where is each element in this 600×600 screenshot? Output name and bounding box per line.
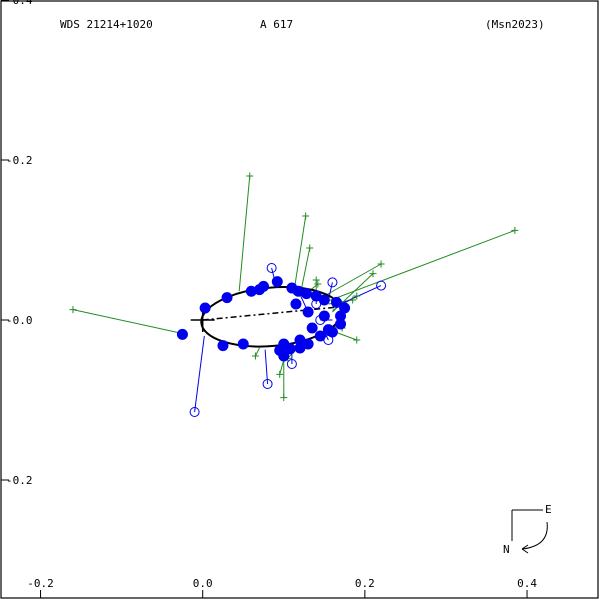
dot-marker-25 — [318, 310, 330, 322]
circle-marker-0 — [189, 407, 200, 417]
wds-id-label: WDS 21214+1020 — [60, 18, 153, 31]
dot-marker-29 — [217, 340, 229, 352]
dot-marker-5 — [258, 280, 270, 292]
circle-residual-2 — [264, 349, 269, 385]
dot-marker-1 — [199, 302, 211, 314]
x-tick-label-3: 0.4 — [517, 577, 537, 590]
dot-marker-30 — [237, 338, 249, 350]
plus-marker-1 — [246, 172, 254, 180]
dot-marker-9 — [300, 288, 312, 300]
compass: E N — [503, 503, 552, 556]
compass-east-label: E — [545, 503, 552, 516]
plus-marker-13 — [353, 336, 361, 344]
compass-frame — [511, 509, 543, 541]
plus-marker-6 — [369, 270, 377, 278]
y-tick-label-1: -0.2 — [6, 154, 33, 167]
plus-residual-2 — [293, 215, 307, 295]
y-tick-label-3: -0.2 — [6, 474, 33, 487]
dot-marker-12 — [330, 296, 342, 308]
x-tick-label-2: 0.2 — [355, 577, 375, 590]
plus-marker-12 — [251, 352, 259, 360]
measurement-markers — [69, 172, 519, 417]
circle-marker-4 — [376, 280, 387, 291]
circle-marker-5 — [327, 277, 338, 288]
circle-residual-5 — [327, 282, 333, 301]
plus-marker-0 — [69, 306, 77, 314]
component-label: A 617 — [260, 18, 293, 31]
plus-residual-12 — [254, 347, 260, 357]
circle-residual-4 — [340, 285, 382, 305]
plus-residual-1 — [238, 175, 251, 292]
plus-marker-3 — [306, 244, 314, 252]
circle-marker-2 — [262, 379, 273, 389]
x-tick-label-0: -0.2 — [27, 577, 54, 590]
circle-marker-1 — [266, 263, 277, 273]
plus-marker-10 — [280, 394, 288, 402]
dot-marker-27 — [302, 306, 314, 318]
plus-marker-15 — [312, 276, 320, 284]
dot-marker-0 — [176, 328, 188, 340]
plus-residual-4 — [320, 229, 516, 305]
y-tick-label-0: -0.4 — [6, 0, 33, 7]
plus-residual-5 — [324, 263, 382, 297]
dot-marker-6 — [271, 276, 283, 288]
plus-marker-11 — [276, 370, 284, 378]
dot-marker-24 — [306, 322, 318, 334]
dot-marker-11 — [318, 294, 330, 306]
plus-marker-5 — [377, 260, 385, 268]
dot-marker-23 — [294, 334, 306, 346]
circle-marker-3 — [286, 359, 297, 369]
plus-marker-16 — [314, 280, 322, 288]
dot-marker-28 — [290, 298, 302, 310]
plus-marker-7 — [353, 292, 361, 300]
dot-marker-31 — [278, 350, 290, 362]
circle-residual-0 — [194, 335, 205, 413]
dot-marker-17 — [314, 330, 326, 342]
plus-residual-0 — [72, 309, 187, 335]
plus-marker-4 — [511, 226, 519, 234]
dot-marker-2 — [221, 292, 233, 304]
dot-marker-15 — [335, 318, 347, 330]
dot-marker-26 — [322, 324, 334, 336]
reference-label: (Msn2023) — [485, 18, 545, 31]
compass-north-label: N — [503, 543, 510, 556]
plus-marker-8 — [349, 296, 357, 304]
plus-marker-2 — [302, 212, 310, 220]
compass-arrow-head — [521, 544, 529, 554]
y-tick-label-2: -0.0 — [6, 314, 33, 327]
x-tick-label-1: 0.0 — [193, 577, 213, 590]
axis-ticks: -0.2 0.0 0.2 0.4 -0.4 -0.2 -0.0 -0.2 — [1, 0, 537, 598]
compass-arrow — [521, 521, 548, 550]
